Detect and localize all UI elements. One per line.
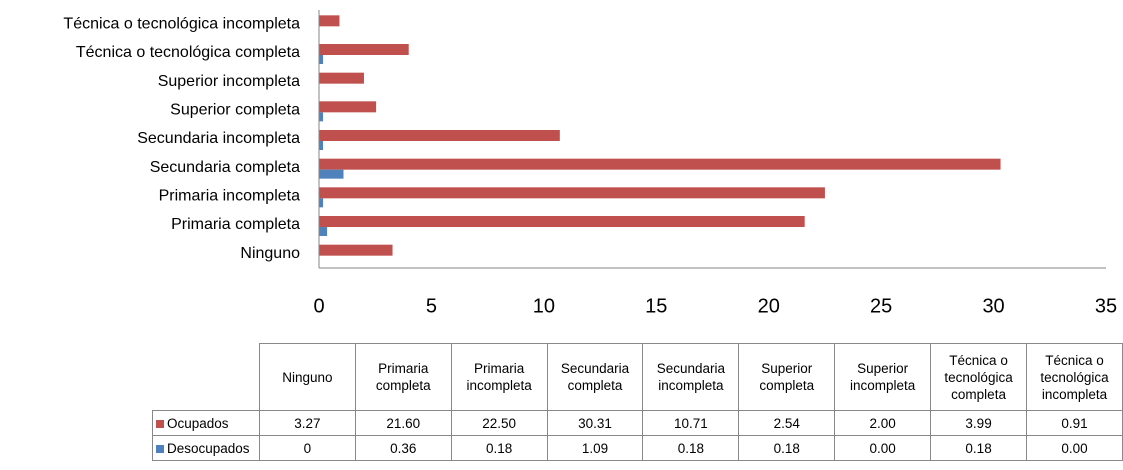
bar [319,55,324,64]
table-value: 22.50 [450,410,548,436]
table-value: 21.60 [354,410,452,436]
table-value: 0.18 [930,435,1028,461]
x-tick-label: 15 [645,295,667,317]
y-tick-label: Primaria incompleta [159,188,300,205]
legend-swatch [156,444,164,453]
x-tick-label: 25 [870,295,892,317]
y-tick-label: Ninguno [240,245,300,262]
bar [319,198,324,208]
table-value: 2.54 [738,410,836,436]
x-tick-label: 35 [1095,295,1117,317]
y-tick-label: Secundaria completa [150,159,300,176]
y-tick-label: Técnica o tecnológica completa [76,44,300,61]
table-value: 0.00 [834,435,932,461]
table-header: Secundaria completa [546,343,644,411]
table-value: 0.91 [1026,410,1123,436]
table-value: 3.27 [258,410,356,436]
table-value: 30.31 [546,410,644,436]
bar [319,169,344,179]
legend-label: Ocupados [167,415,229,431]
table-value: 0.36 [354,435,452,461]
header-row: Ninguno Primaria completa Primaria incompl… [152,343,1123,411]
table-value: 0 [258,435,356,461]
series-name-cell: Ocupados [152,410,260,436]
table-header: Ninguno [258,343,356,411]
table-header: Superior incompleta [834,343,932,411]
table-value: 0.18 [450,435,548,461]
bar [319,244,393,256]
bar [319,130,560,141]
table-value: 0.18 [642,435,740,461]
table-header: Primaria incompleta [450,343,548,411]
bar [319,216,805,227]
table-row: Desocupados 0 0.36 0.18 1.09 0.18 0.18 0.00 0.18… [152,435,1123,461]
series-name-cell: Desocupados [152,435,260,461]
table-value: 1.09 [546,435,644,461]
bar [319,101,377,113]
table-value: 0.00 [1026,435,1123,461]
y-tick-label: Primaria completa [171,216,300,233]
table-header: Técnica o tecnológica completa [930,343,1028,411]
bar [319,112,324,122]
y-tick-label: Superior completa [170,102,300,119]
x-tick-label: 20 [758,295,780,317]
table-value: 2.00 [834,410,932,436]
y-tick-label: Superior incompleta [158,73,300,90]
bar [319,15,340,27]
table-header: Secundaria incompleta [642,343,740,411]
table-value: 10.71 [642,410,740,436]
table-corner [152,343,260,411]
table-value: 0.18 [738,435,836,461]
chart: 0 5 10 15 20 25 30 35 Ninguno Primaria completa Pr… [63,10,1117,317]
bar [319,72,364,84]
legend-label: Desocupados [167,440,250,456]
table-row: Ocupados 3.27 21.60 22.50 30.31 10.71 2.54 2.00… [152,410,1123,436]
table-header: Técnica o tecnológica incompleta [1026,343,1123,411]
bar [319,187,825,199]
bar [319,158,1001,170]
table-header: Primaria completa [354,343,452,411]
legend-swatch [156,419,164,428]
x-tick-label: 0 [313,295,324,317]
x-tick-label: 30 [982,295,1004,317]
data-table: Ninguno Primaria completa Primaria incompl… [152,343,1123,461]
x-tick-label: 5 [426,295,437,317]
y-tick-label: Técnica o tecnológica incompleta [63,16,300,33]
bar [319,141,324,150]
bar [319,44,409,55]
table-header: Superior completa [738,343,836,411]
bar [319,227,328,236]
table-value: 3.99 [930,410,1028,436]
y-tick-label: Secundaria incompleta [137,130,300,147]
x-tick-label: 10 [533,295,555,317]
